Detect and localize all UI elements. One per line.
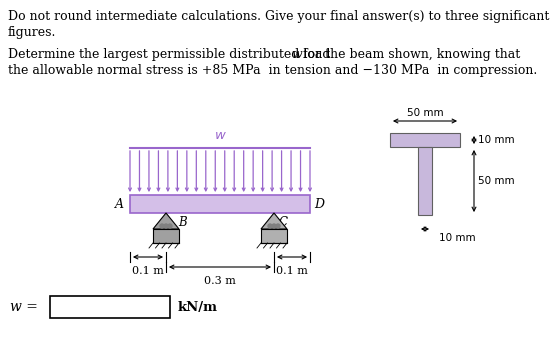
Text: 0.1 m: 0.1 m bbox=[276, 266, 308, 276]
Text: 0.1 m: 0.1 m bbox=[132, 266, 164, 276]
Text: kN/m: kN/m bbox=[178, 300, 218, 314]
Bar bbox=[50, 296, 170, 318]
Text: 50 mm: 50 mm bbox=[478, 176, 514, 186]
Text: 10 mm: 10 mm bbox=[478, 135, 514, 145]
Text: A: A bbox=[115, 197, 124, 211]
Bar bbox=[418, 147, 432, 215]
Circle shape bbox=[268, 224, 272, 228]
Bar bbox=[130, 195, 310, 213]
Circle shape bbox=[276, 224, 280, 228]
Text: the allowable normal stress is +85 MPa  in tension and −130 MPa  in compression.: the allowable normal stress is +85 MPa i… bbox=[8, 64, 537, 77]
Circle shape bbox=[160, 224, 164, 228]
Text: Do not round intermediate calculations. Give your final answer(s) to three signi: Do not round intermediate calculations. … bbox=[8, 10, 550, 23]
Text: B: B bbox=[178, 216, 186, 229]
Circle shape bbox=[272, 224, 276, 228]
Text: figures.: figures. bbox=[8, 26, 56, 39]
Text: for the beam shown, knowing that: for the beam shown, knowing that bbox=[299, 48, 520, 61]
Bar bbox=[153, 229, 179, 243]
Polygon shape bbox=[153, 213, 179, 229]
Text: w: w bbox=[291, 48, 302, 61]
Polygon shape bbox=[261, 213, 287, 229]
Circle shape bbox=[164, 224, 168, 228]
Text: C: C bbox=[279, 216, 288, 229]
Text: 50 mm: 50 mm bbox=[407, 108, 443, 118]
Text: D: D bbox=[314, 197, 324, 211]
Text: 10 mm: 10 mm bbox=[439, 233, 475, 243]
Text: Determine the largest permissible distributed load: Determine the largest permissible distri… bbox=[8, 48, 334, 61]
Text: w: w bbox=[215, 129, 225, 142]
Text: 0.3 m: 0.3 m bbox=[204, 276, 236, 286]
Bar bbox=[261, 229, 287, 243]
Circle shape bbox=[168, 224, 172, 228]
Bar bbox=[390, 133, 460, 147]
Text: w =: w = bbox=[10, 300, 38, 314]
